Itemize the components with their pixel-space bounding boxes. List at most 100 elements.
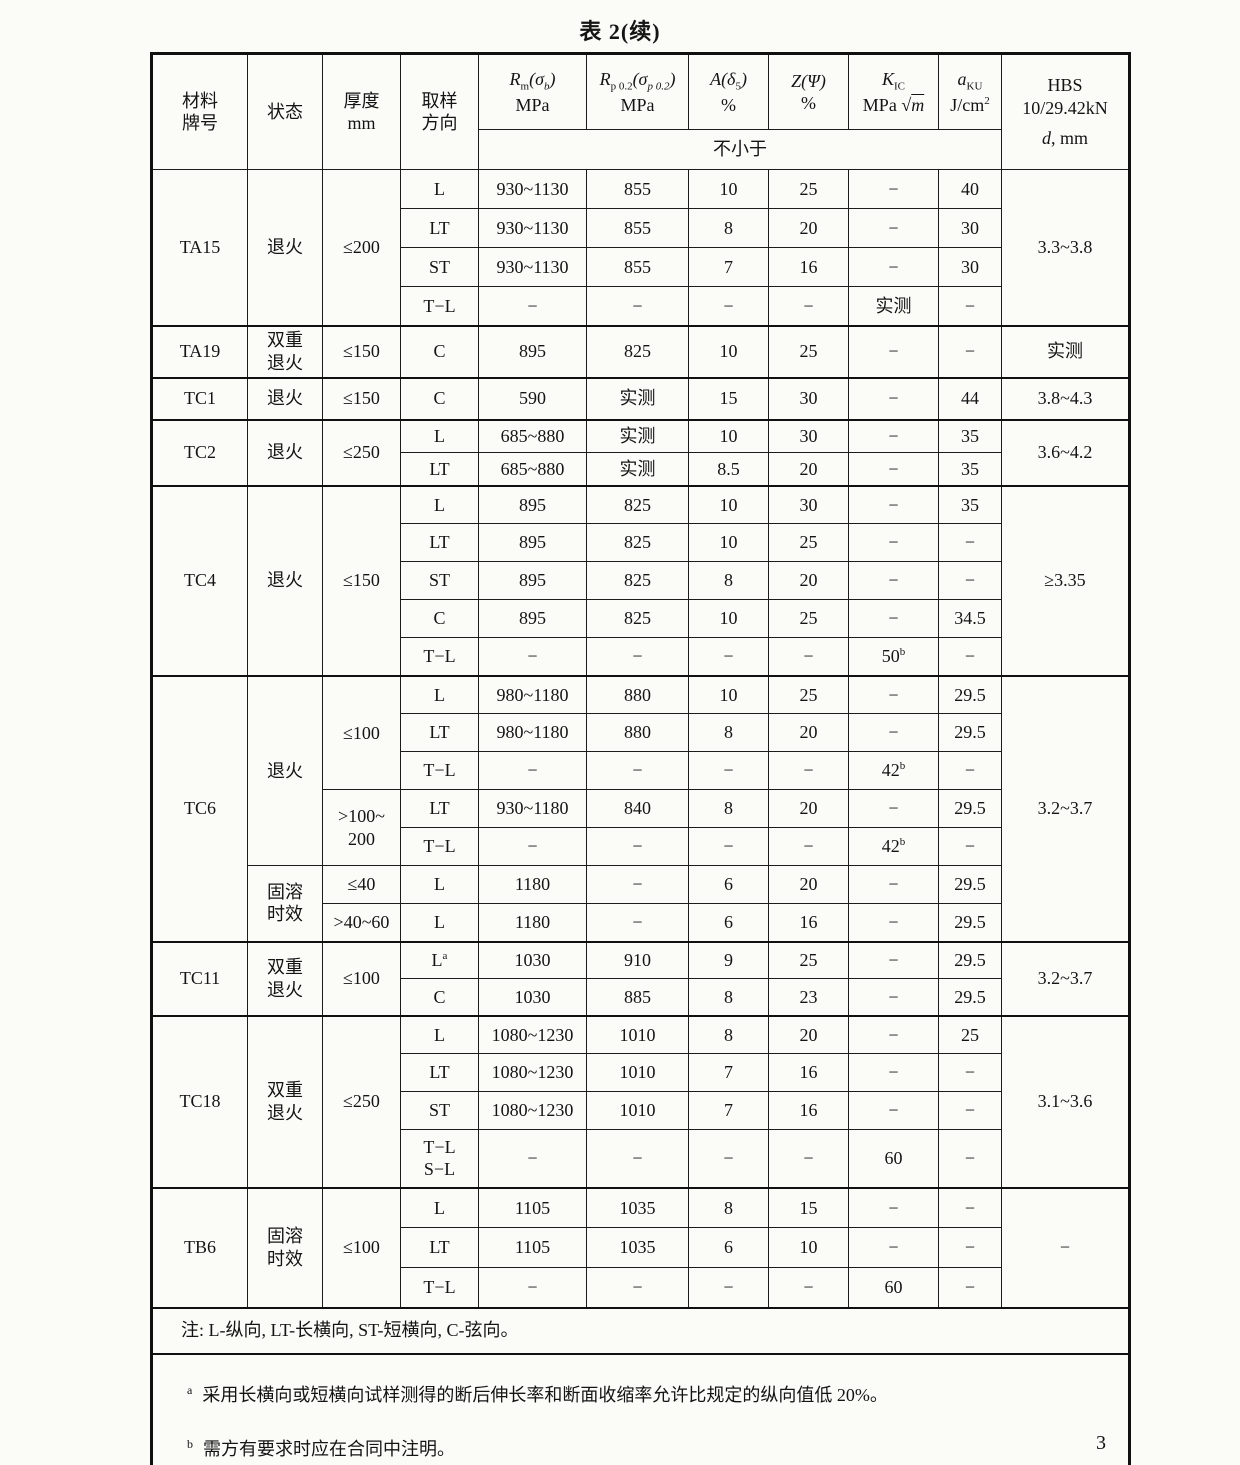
table-row: ST 1080~1230 1010 7 16 − − (152, 1091, 1130, 1130)
aku-cell: 44 (938, 376, 1002, 420)
elongation-cell: 10 (688, 599, 769, 638)
hbs-cell: − (1001, 1186, 1130, 1308)
aku-cell: 29.5 (938, 865, 1002, 904)
rp02-cell: − (586, 903, 689, 942)
kic-cell: − (848, 865, 939, 904)
elongation-cell: 8 (688, 208, 769, 248)
aku-cell: 30 (938, 208, 1002, 248)
note-row: 注: L-纵向, LT-长横向, ST-短横向, C-弦向。 (151, 1306, 1130, 1354)
thickness-cell: ≤40 (322, 865, 401, 904)
rp02-cell: 1010 (586, 1014, 689, 1054)
col-header-hbs: HBS 10/29.42kN d, mm (1001, 53, 1130, 170)
rp02-cell: − (586, 1267, 689, 1308)
state-cell: 固溶 时效 (247, 865, 323, 942)
hbs-cell: 3.1~3.6 (1001, 1014, 1130, 1188)
table-row: 固溶 时效 ≤40 L 1180 − 6 20 − 29.5 (152, 865, 1130, 942)
direction-cell: T−L (400, 1267, 479, 1308)
direction-cell: C (400, 376, 479, 420)
thickness-cell: ≤200 (322, 169, 401, 326)
rm-cell: − (478, 751, 587, 790)
aku-cell: − (938, 1227, 1002, 1268)
rp02-cell: 825 (586, 561, 689, 600)
table-row: ST 895 825 8 20 − − (152, 561, 1130, 600)
reduction-cell: 30 (768, 376, 849, 420)
rm-cell: 1180 (478, 903, 587, 942)
rm-cell: 895 (478, 523, 587, 562)
direction-cell: LT (400, 523, 479, 562)
kic-cell: − (848, 523, 939, 562)
kic-cell: 42b (848, 751, 939, 790)
direction-cell: LT (400, 713, 479, 752)
reduction-cell: 16 (768, 1091, 849, 1130)
reduction-cell: 25 (768, 324, 849, 378)
reduction-cell: 25 (768, 169, 849, 209)
elongation-cell: 8.5 (688, 452, 769, 486)
aku-cell: 40 (938, 169, 1002, 209)
elongation-cell: − (688, 286, 769, 326)
rp02-cell: 825 (586, 484, 689, 524)
rm-cell: 1105 (478, 1186, 587, 1228)
direction-cell: T−L (400, 286, 479, 326)
direction-cell: L (400, 865, 479, 904)
reduction-cell: − (768, 1267, 849, 1308)
aku-cell: 34.5 (938, 599, 1002, 638)
direction-cell: ST (400, 1091, 479, 1130)
hbs-cell: 实测 (1001, 324, 1130, 378)
rm-cell: 1105 (478, 1227, 587, 1268)
direction-cell: C (400, 599, 479, 638)
state-cell: 双重 退火 (247, 1014, 323, 1188)
rp02-cell: 855 (586, 247, 689, 287)
kic-cell: 60 (848, 1129, 939, 1188)
reduction-cell: 20 (768, 865, 849, 904)
rp02-cell: 825 (586, 324, 689, 378)
table-row: >100~ 200 LT 930~1180 840 8 20 − 29.5 (152, 789, 1130, 866)
kic-cell: − (848, 978, 939, 1016)
state-cell: 固溶 时效 (247, 1186, 323, 1308)
rp02-cell: 1010 (586, 1053, 689, 1092)
table-row: TC2 退火 ≤250 L 685~880 实测 10 30 − 35 3.6~… (151, 418, 1130, 486)
col-header-direction: 取样 方向 (400, 53, 479, 170)
kic-cell: − (848, 1227, 939, 1268)
rp02-cell: 1035 (586, 1227, 689, 1268)
elongation-cell: 10 (688, 523, 769, 562)
rm-cell: 895 (478, 561, 587, 600)
reduction-cell: 30 (768, 418, 849, 453)
aku-cell: 35 (938, 418, 1002, 453)
rp02-cell: − (586, 637, 689, 676)
table-row: TB6 固溶 时效 ≤100 L 1105 1035 8 15 − − − (151, 1186, 1130, 1308)
thickness-cell: ≤100 (322, 940, 401, 1016)
direction-cell: T−L (400, 751, 479, 790)
elongation-cell: 10 (688, 418, 769, 453)
reduction-cell: − (768, 827, 849, 866)
aku-cell: − (938, 1186, 1002, 1228)
kic-cell: − (848, 1014, 939, 1054)
kic-cell: − (848, 713, 939, 752)
reduction-cell: 25 (768, 523, 849, 562)
table-row: LT 685~880 实测 8.5 20 − 35 (152, 452, 1130, 486)
rm-cell: − (478, 637, 587, 676)
aku-cell: − (938, 751, 1002, 790)
aku-cell: 35 (938, 484, 1002, 524)
state-cell: 退火 (247, 169, 323, 326)
rp02-cell: 825 (586, 599, 689, 638)
rm-cell: 930~1130 (478, 169, 587, 209)
rp02-cell: 825 (586, 523, 689, 562)
rm-cell: 980~1180 (478, 674, 587, 714)
kic-cell: − (848, 1053, 939, 1092)
kic-cell: − (848, 940, 939, 979)
col-header-kic: KIC MPa √m (848, 53, 939, 130)
material-cell: TC6 (151, 674, 248, 942)
reduction-cell: − (768, 286, 849, 326)
table-row: T−L S−L − − − − 60 − (152, 1129, 1130, 1188)
rp02-cell: 880 (586, 713, 689, 752)
material-cell: TA15 (151, 169, 248, 326)
rp02-cell: 855 (586, 208, 689, 248)
direction-cell: T−L (400, 827, 479, 866)
thickness-cell: ≤150 (322, 376, 401, 420)
table-row: TA19 双重 退火 ≤150 C 895 825 10 25 − − 实测 (151, 324, 1130, 378)
footnote-b: b 需方有要求时应在合同中注明。 (187, 1437, 455, 1459)
rp02-cell: − (586, 286, 689, 326)
kic-cell: 42b (848, 827, 939, 866)
reduction-cell: 30 (768, 484, 849, 524)
kic-cell: − (848, 1091, 939, 1130)
